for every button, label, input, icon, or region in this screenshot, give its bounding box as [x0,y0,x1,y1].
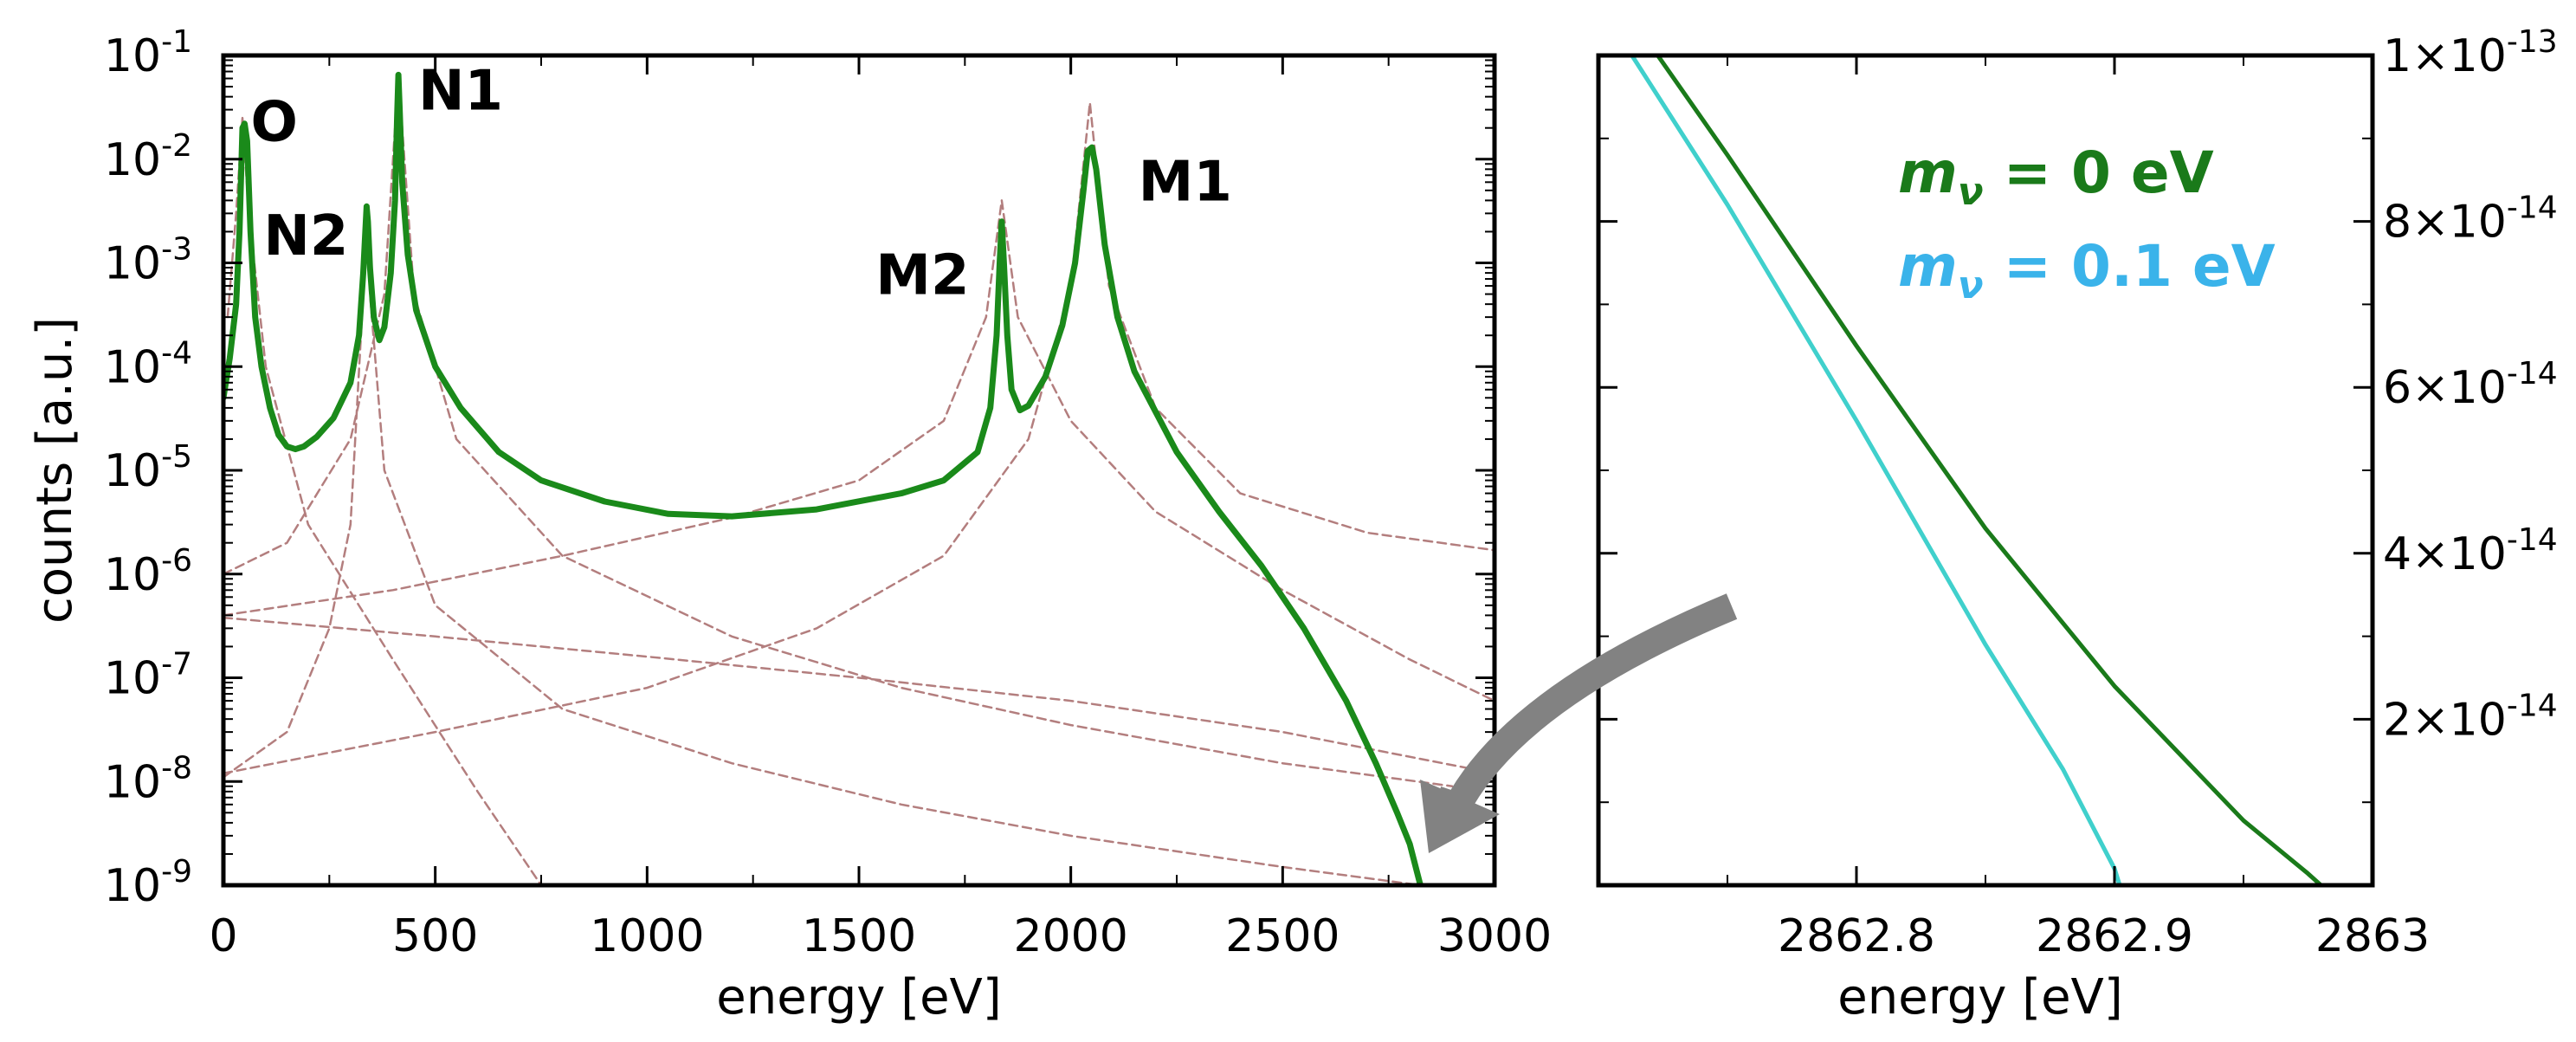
y-tick-label: 8×10-14 [2383,191,2558,249]
legend-entry: mν = 0.1 eV [1898,233,2276,307]
y-tick-label: 10-7 [104,647,192,705]
x-tick-label: 0 [209,910,237,962]
y-tick-label: 10-4 [104,335,192,393]
left-x-axis: 0 500 1000 1500 2000 2500 3000 [209,55,1552,962]
component-curve [223,616,1495,775]
y-tick-label: 10-3 [104,232,192,290]
x-tick-label: 1500 [802,910,916,962]
y-tick-label: 1×10-13 [2383,24,2558,82]
peak-label: O [251,91,298,155]
peak-labels: O N2 N1 M2 M1 [251,60,1232,308]
peak-label: M1 [1139,150,1232,214]
component-curve [223,212,1422,885]
component-curve [223,101,1495,775]
y-tick-label: 4×10-14 [2383,522,2558,580]
left-chart-panel: 0 500 1000 1500 2000 2500 3000 10-110-210-310-… [27,24,1552,1026]
x-tick-label: 1000 [590,910,704,962]
x-tick-label: 500 [392,910,478,962]
y-tick-label: 2×10-14 [2383,688,2558,746]
x-tick-label: 2500 [1225,910,1340,962]
peak-label: M2 [875,244,969,308]
x-tick-label: 3000 [1437,910,1552,962]
x-tick-label: 2862.8 [1778,910,1935,962]
zoom-series-line [1656,55,2323,885]
component-curve [223,74,1454,787]
legend: mν = 0 eV mν = 0.1 eV [1898,139,2276,307]
y-tick-label: 10-8 [104,750,192,808]
total-spectrum-line [223,71,1424,885]
left-plot-frame [221,53,1497,888]
x-tick-label: 2000 [1013,910,1127,962]
zoom-arrow-tip [1420,780,1500,853]
y-tick-label: 10-6 [104,543,192,601]
left-y-axis: 10-1 10-2 10-3 10-4 10-5 10-6 10-7 10-8 10-9 [104,24,1495,912]
x-tick-label: 2863 [2315,910,2430,962]
right-chart-panel: 2862.8 2862.9 2863 1×10-13 8×10-14 6×10-14 4×… [1596,24,2558,1026]
zoom-arrow [1420,593,1738,853]
legend-entry: mν = 0 eV [1898,139,2214,214]
right-x-axis-title: energy [eV] [1837,969,2122,1026]
y-tick-label: 10-9 [104,854,192,912]
y-tick-label: 10-2 [104,128,192,186]
y-tick-label: 10-5 [104,439,192,497]
y-tick-label: 10-1 [104,24,192,82]
component-curves [223,74,1495,885]
component-curve [223,199,1495,702]
peak-label: N2 [263,204,348,269]
right-y-axis: 1×10-13 8×10-14 6×10-14 4×10-14 2×10-14 [1598,24,2558,804]
y-tick-label: 6×10-14 [2383,356,2558,414]
right-x-axis: 2862.8 2862.9 2863 [1727,55,2430,962]
total-spectrum [223,71,1424,885]
left-x-axis-title: energy [eV] [716,969,1001,1026]
x-tick-label: 2862.9 [2036,910,2193,962]
peak-label: N1 [418,60,503,124]
component-curve [226,116,543,885]
left-y-axis-title: counts [a.u.] [27,317,83,624]
